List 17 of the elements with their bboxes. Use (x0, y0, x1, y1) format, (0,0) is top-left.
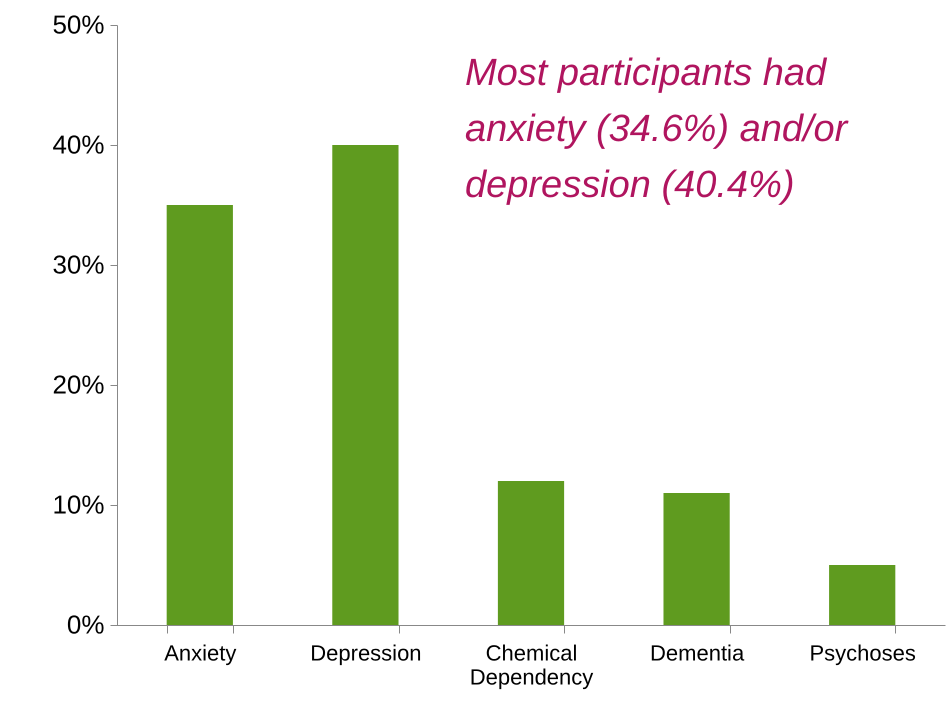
y-tick-label: 40% (52, 130, 104, 160)
x-tick-label: Depression (310, 640, 422, 666)
y-tick-label: 0% (66, 610, 104, 640)
bar (829, 565, 896, 625)
y-tick-label: 30% (52, 250, 104, 280)
y-tick-label: 50% (52, 10, 104, 40)
y-tick-label: 10% (52, 490, 104, 520)
x-tick-label: Dementia (650, 640, 745, 666)
x-tick-label: Anxiety (164, 640, 236, 666)
y-tick-label: 20% (52, 370, 104, 400)
bar (166, 205, 233, 625)
bar (498, 481, 564, 625)
bar (663, 493, 730, 625)
bar (332, 145, 399, 625)
x-tick-label: Psychoses (810, 640, 916, 666)
x-tick-label: Chemical Dependency (470, 640, 594, 690)
annotation: Most participants had anxiety (34.6%) and/or depression (40.4%) (465, 52, 849, 206)
